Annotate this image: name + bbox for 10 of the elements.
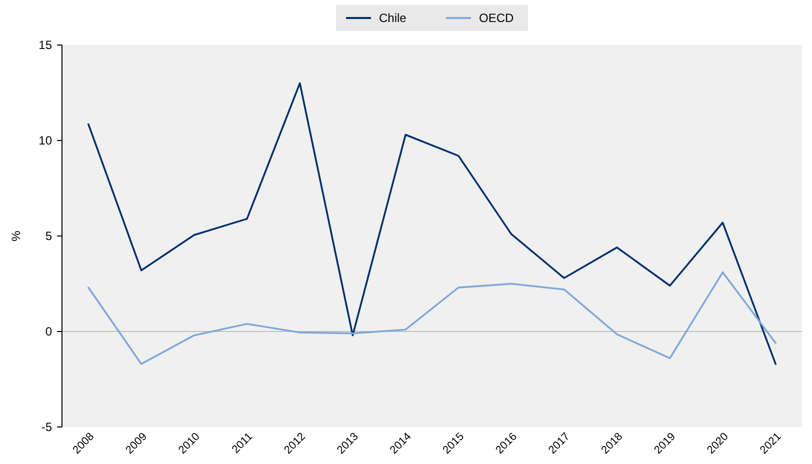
line-series [88, 271, 776, 365]
y-tick-label: 15 [38, 38, 52, 52]
y-tick-label: -5 [41, 420, 52, 434]
legend-label: OECD [479, 11, 514, 26]
line-series [88, 82, 776, 365]
y-tick-label: 0 [45, 324, 52, 339]
legend-label: Chile [379, 11, 407, 26]
y-tick-label: 10 [38, 134, 52, 148]
y-tick-label: 5 [45, 229, 52, 244]
y-axis-title: % [9, 230, 23, 242]
